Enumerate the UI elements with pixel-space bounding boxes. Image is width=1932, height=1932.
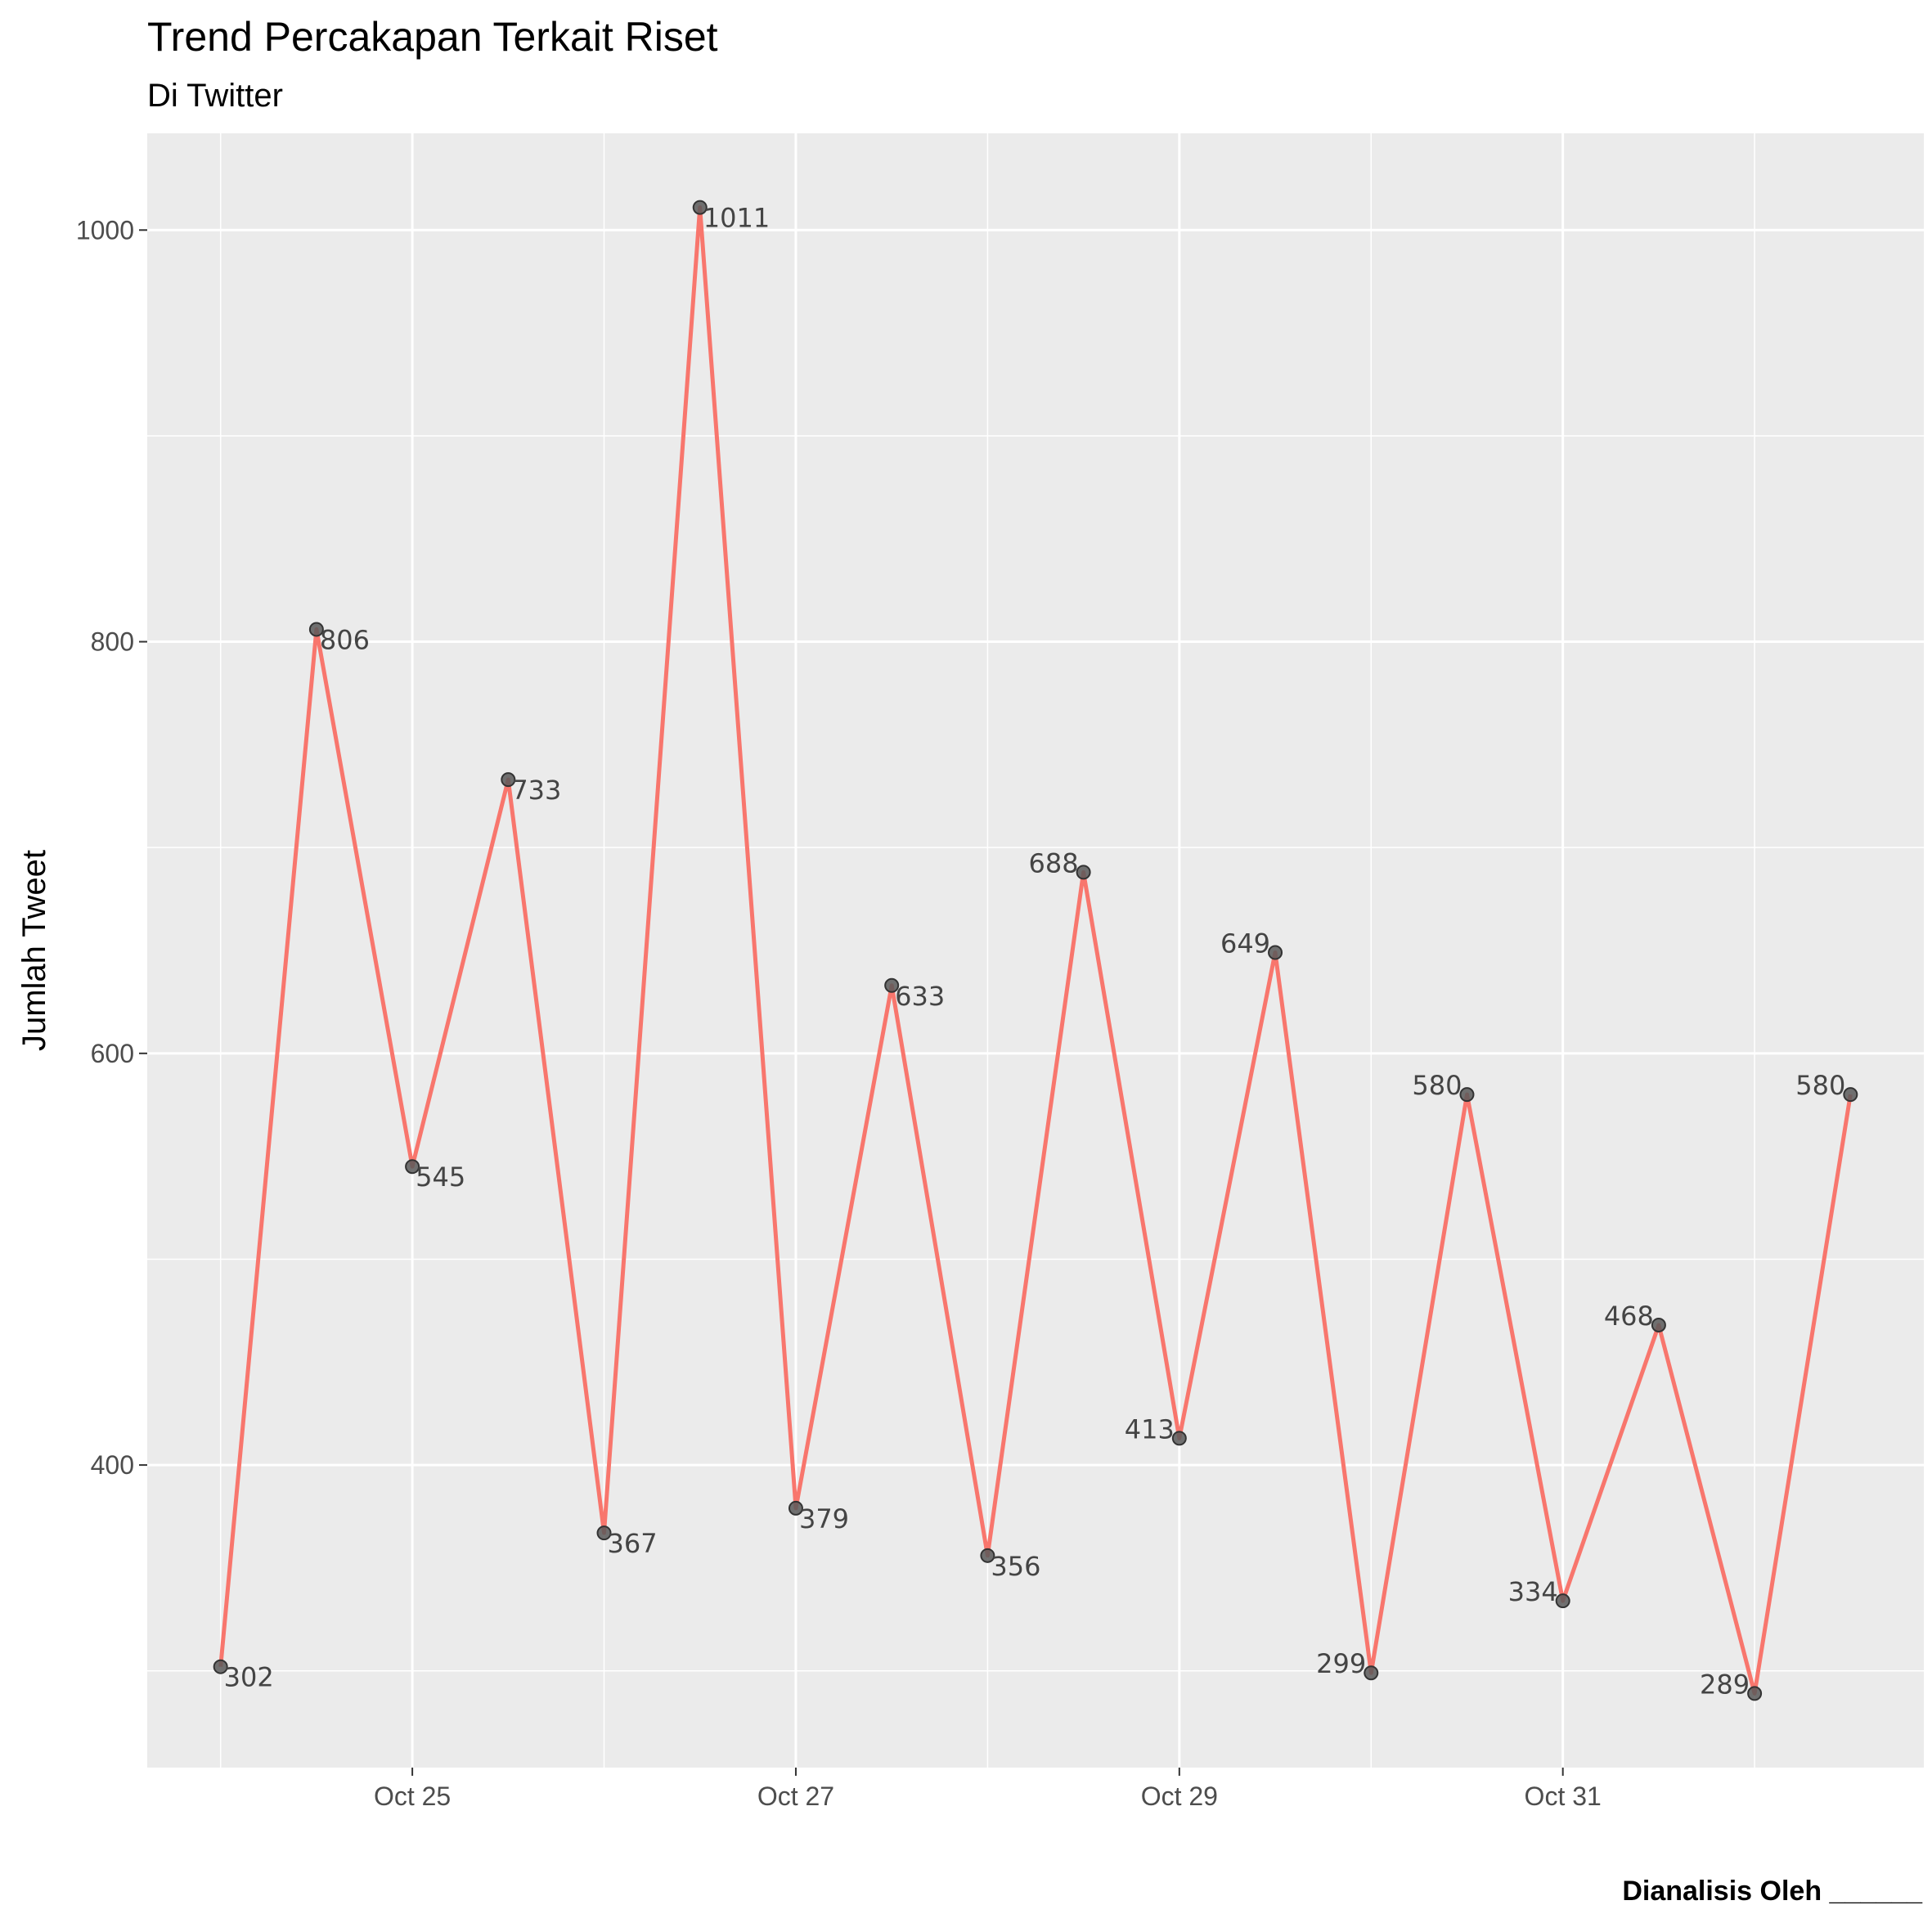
x-tick-label: Oct 27 [757, 1781, 834, 1811]
y-tick-label: 400 [91, 1450, 134, 1480]
data-point-10 [1171, 1431, 1187, 1446]
data-point-9 [1076, 865, 1091, 880]
data-point-12 [1364, 1665, 1379, 1681]
y-axis-title: Jumlah Tweet [16, 850, 52, 1051]
data-point-7 [884, 977, 900, 993]
data-label-7: 633 [895, 981, 945, 1012]
data-label-13: 580 [1412, 1070, 1462, 1101]
y-axis: 400 600 800 1000 [76, 215, 147, 1480]
data-label-16: 289 [1700, 1669, 1750, 1700]
data-point-14 [1555, 1593, 1570, 1609]
data-point-5 [692, 200, 708, 215]
x-tick-label: Oct 25 [374, 1781, 451, 1811]
data-point-15 [1651, 1317, 1666, 1332]
data-label-4: 367 [608, 1528, 658, 1559]
data-label-12: 299 [1316, 1648, 1366, 1679]
data-label-0: 302 [224, 1662, 274, 1693]
minor-gridlines [147, 133, 1924, 1768]
data-point-13 [1459, 1087, 1475, 1103]
data-label-9: 688 [1029, 847, 1079, 878]
chart-subtitle: Di Twitter [147, 78, 283, 114]
series-line [218, 205, 1853, 1696]
data-labels: 302 806 545 733 367 1011 379 633 356 688 413 649 299… [224, 203, 1846, 1701]
data-label-10: 413 [1125, 1413, 1175, 1445]
data-point-17 [1843, 1087, 1858, 1103]
data-label-5: 1011 [703, 203, 770, 234]
y-tick-label: 800 [91, 627, 134, 657]
data-point-16 [1747, 1686, 1763, 1701]
data-label-2: 545 [416, 1161, 465, 1193]
chart-title: Trend Percakapan Terkait Riset [147, 14, 718, 60]
data-label-8: 356 [991, 1551, 1040, 1582]
x-axis: Oct 25 Oct 27 Oct 29 Oct 31 [374, 1768, 1602, 1811]
x-tick-label: Oct 31 [1525, 1781, 1602, 1811]
data-point-11 [1268, 945, 1283, 960]
data-label-15: 468 [1604, 1301, 1654, 1332]
data-point-1 [308, 622, 324, 637]
data-points [213, 200, 1858, 1701]
major-gridlines [147, 133, 1924, 1768]
data-label-3: 733 [511, 775, 561, 806]
data-label-6: 379 [799, 1503, 849, 1534]
x-tick-label: Oct 29 [1141, 1781, 1218, 1811]
chart-caption: Dianalisis Oleh ______ [1622, 1876, 1923, 1907]
data-label-14: 334 [1508, 1576, 1558, 1607]
data-point-8 [980, 1548, 995, 1563]
data-label-17: 580 [1795, 1070, 1845, 1101]
data-point-0 [213, 1659, 228, 1674]
data-point-2 [405, 1159, 420, 1175]
data-label-1: 806 [320, 624, 370, 655]
data-point-3 [501, 772, 516, 788]
data-label-11: 649 [1220, 928, 1270, 959]
data-point-6 [788, 1500, 803, 1516]
plot-panel [147, 133, 1924, 1768]
data-point-4 [596, 1525, 612, 1541]
y-tick-label: 1000 [76, 215, 134, 245]
y-tick-label: 600 [91, 1039, 134, 1068]
